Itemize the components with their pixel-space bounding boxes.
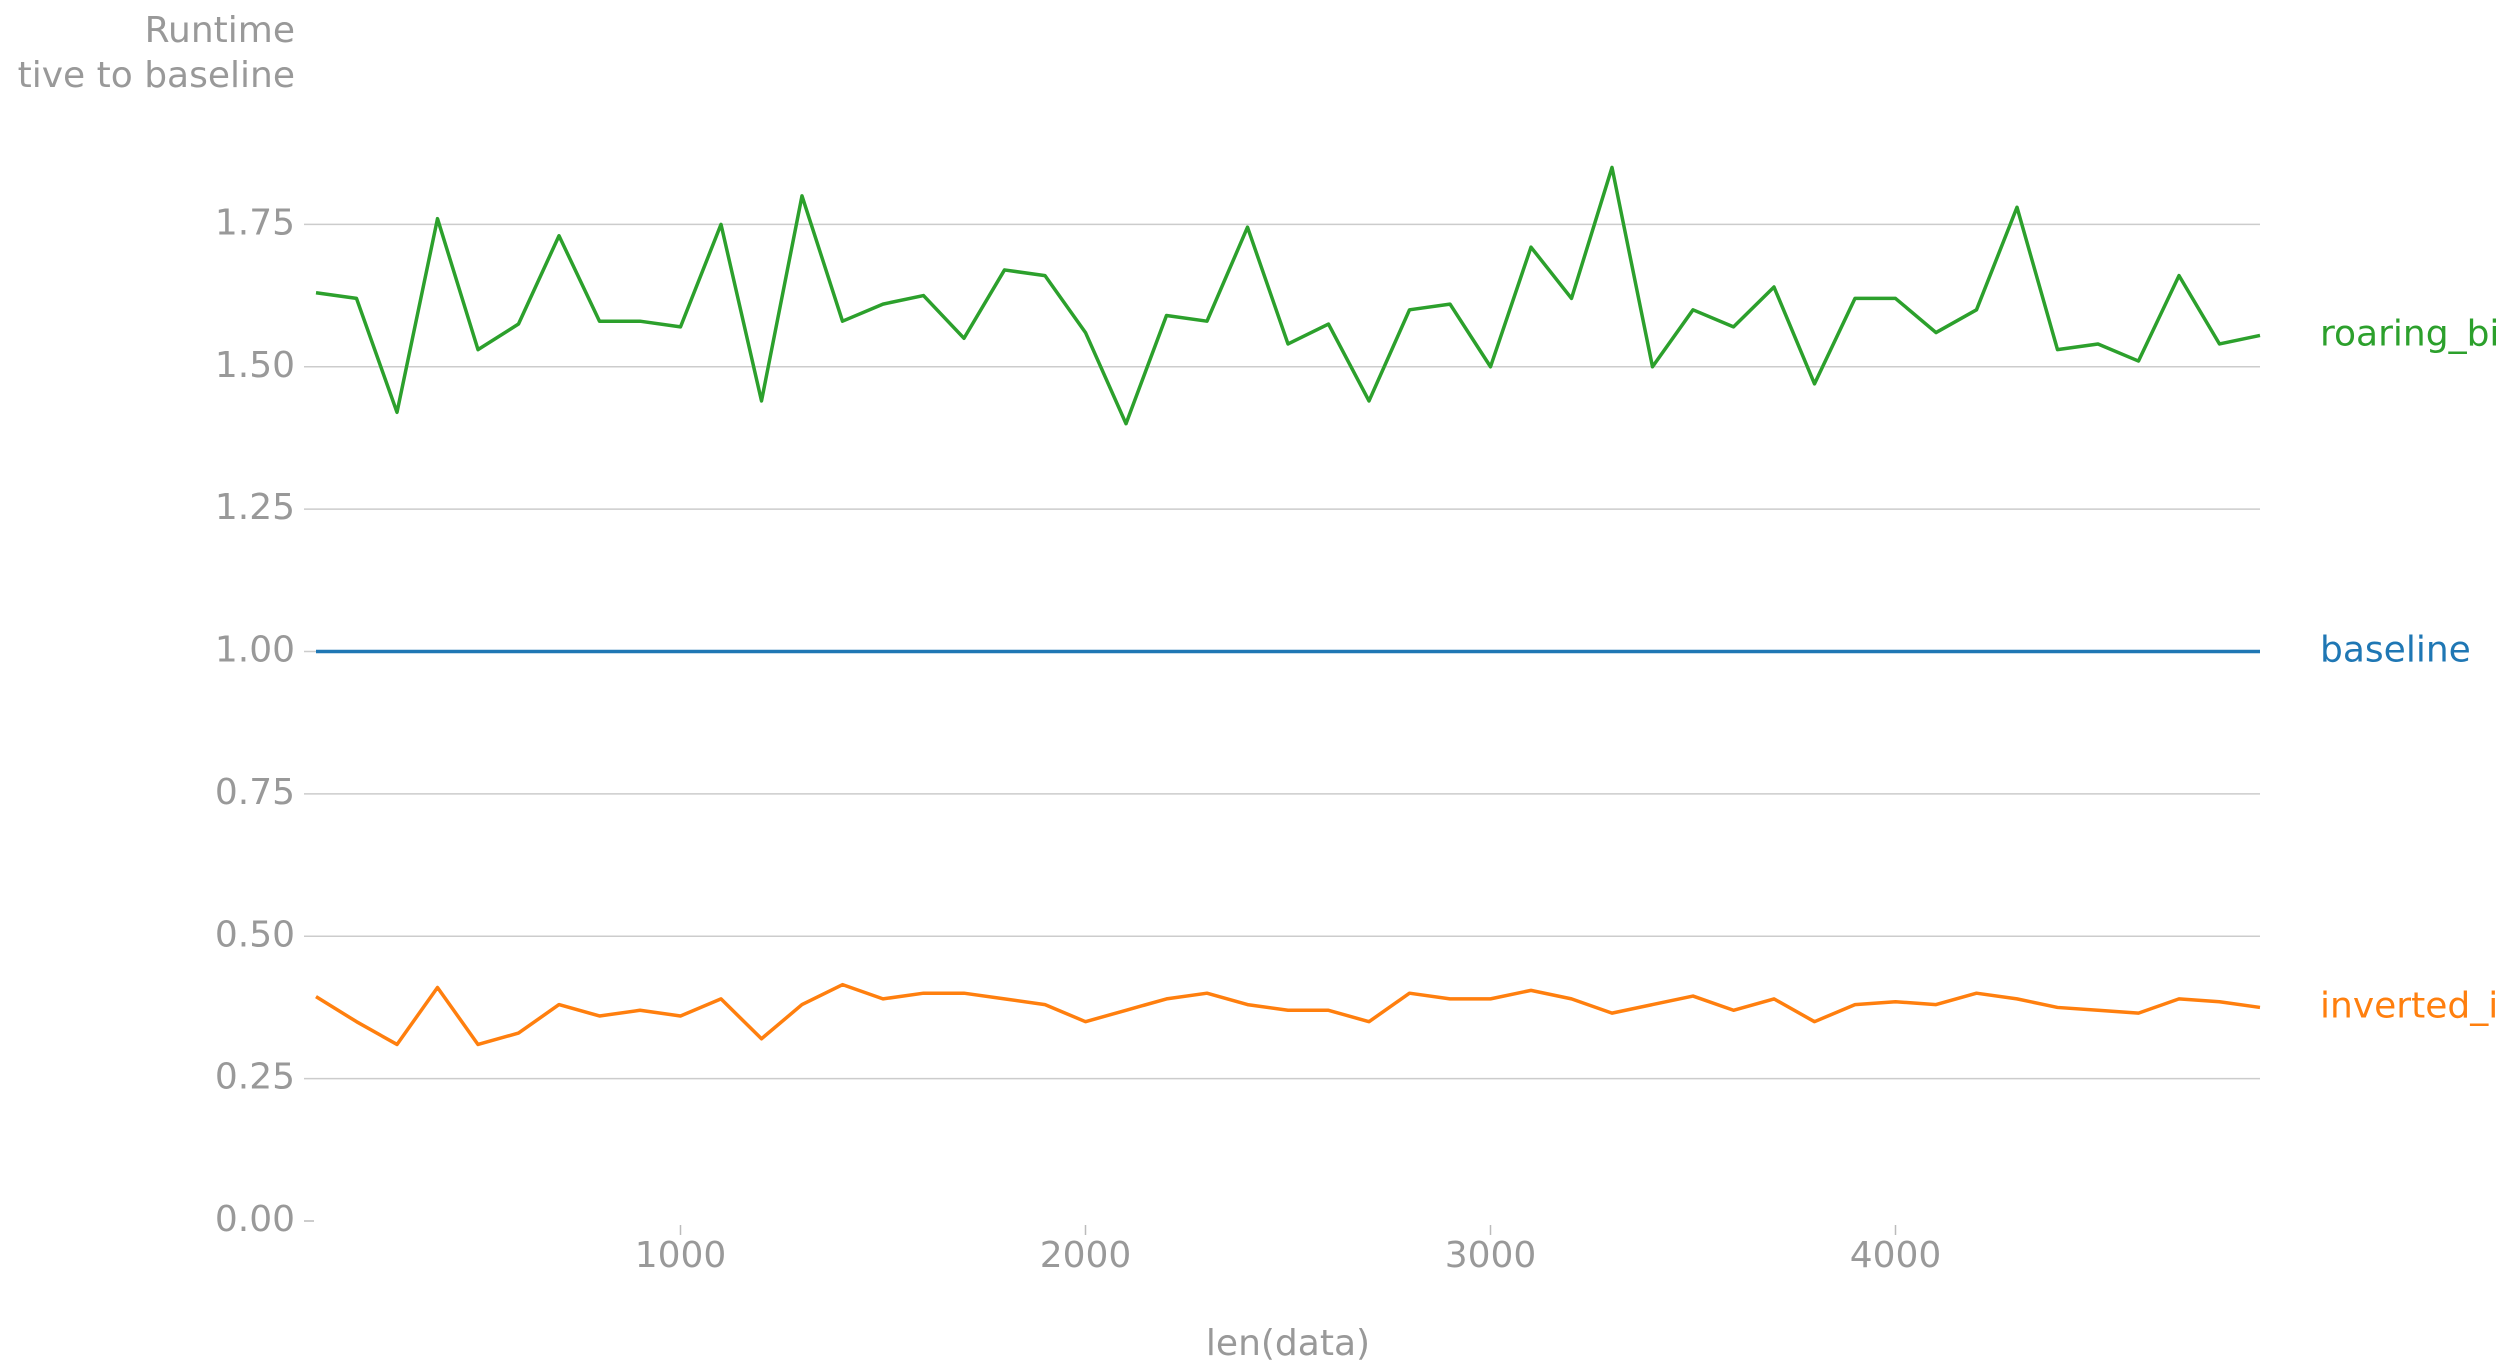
x-tick-label: 2000	[1040, 1235, 1132, 1276]
series-label: baseline	[2320, 630, 2471, 671]
series-label: roaring_bi	[2320, 313, 2499, 354]
x-tick-label: 3000	[1445, 1235, 1537, 1276]
y-tick-label: 0.75	[215, 772, 295, 813]
y-tick-label: 0.00	[215, 1199, 295, 1240]
y-tick-label: 0.50	[215, 914, 295, 955]
x-axis-label: len(data)	[1206, 1323, 1370, 1364]
series-line	[315, 982, 2261, 1047]
y-axis-label: Runtime	[145, 10, 295, 51]
y-tick-label: 1.75	[215, 202, 295, 243]
series-line	[315, 165, 2261, 426]
y-tick-label: 1.50	[215, 345, 295, 386]
y-tick-label: 0.25	[215, 1057, 295, 1098]
x-tick-label: 4000	[1850, 1235, 1942, 1276]
y-tick-label: 1.25	[215, 487, 295, 528]
y-tick-label: 1.00	[215, 630, 295, 671]
series-label: inverted_i	[2320, 985, 2498, 1026]
x-tick-label: 1000	[635, 1235, 727, 1276]
y-axis-label: tive to baseline	[18, 55, 295, 96]
